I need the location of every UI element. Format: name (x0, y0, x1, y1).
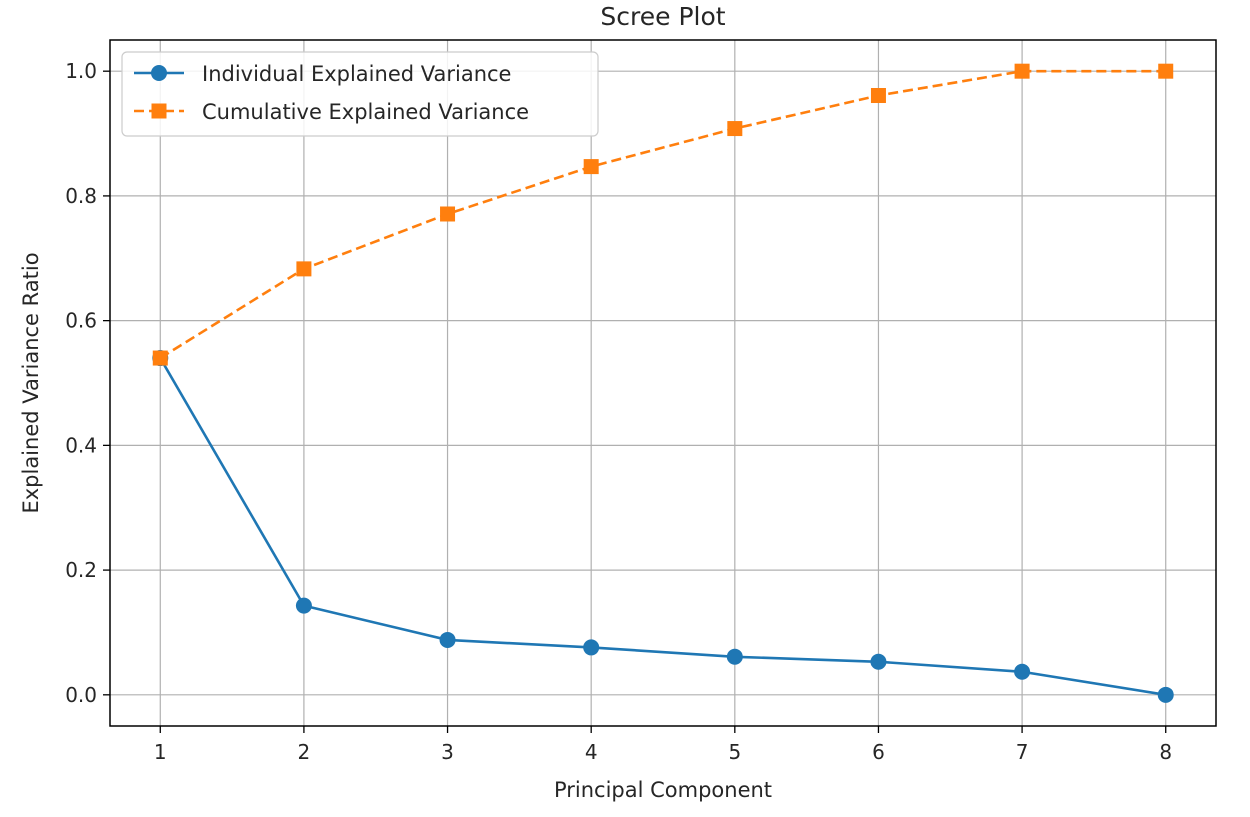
data-point (870, 653, 887, 670)
data-point (295, 597, 312, 614)
legend: Individual Explained Variance Cumulative … (121, 51, 599, 137)
data-point (583, 639, 600, 656)
data-point (870, 88, 886, 104)
grid-layer (110, 40, 1216, 726)
y-tick-label: 0.8 (65, 184, 97, 208)
x-tick-label: 8 (1159, 740, 1172, 764)
y-tick-label: 0.2 (65, 558, 97, 582)
series-2 (152, 63, 1174, 366)
legend-entries: Individual Explained Variance Cumulative … (134, 62, 529, 124)
legend-entry: Individual Explained Variance (134, 62, 511, 86)
chart-title: Scree Plot (600, 2, 725, 31)
data-point (583, 159, 599, 175)
x-tick-label: 5 (728, 740, 741, 764)
x-axis-title: Principal Component (554, 778, 772, 802)
plot-frame (109, 39, 1217, 727)
legend-marker (151, 103, 167, 119)
data-point (1014, 663, 1031, 680)
series-1 (152, 350, 1174, 703)
legend-marker (151, 65, 167, 81)
y-tick-label: 0.0 (65, 683, 97, 707)
legend-label: Individual Explained Variance (202, 62, 511, 86)
x-tick-label: 4 (585, 740, 598, 764)
data-point (727, 121, 743, 137)
y-axis-title: Explained Variance Ratio (19, 252, 43, 513)
data-point (1014, 63, 1030, 79)
x-tick-label: 1 (154, 740, 167, 764)
data-point (1158, 63, 1174, 79)
data-point (726, 648, 743, 665)
series-line (159, 69, 1166, 360)
series-layer (152, 63, 1174, 703)
y-tick-label: 1.0 (65, 59, 97, 83)
data-point (439, 631, 456, 648)
legend-entry: Cumulative Explained Variance (134, 100, 529, 124)
data-point (1157, 686, 1174, 703)
x-tick-label: 6 (872, 740, 885, 764)
legend-label: Cumulative Explained Variance (202, 100, 529, 124)
tick-layer: 1 2 3 4 5 6 7 8 0.0 0.2 0.4 0.6 0.8 1.0 (65, 59, 1172, 764)
data-point (152, 350, 168, 366)
series-line (159, 357, 1166, 697)
x-tick-label: 3 (441, 740, 454, 764)
data-point (440, 206, 456, 222)
y-tick-label: 0.4 (65, 433, 97, 457)
y-tick-label: 0.6 (65, 309, 97, 333)
data-point (296, 261, 312, 277)
x-tick-label: 7 (1016, 740, 1029, 764)
legend-box (121, 51, 599, 137)
x-tick-label: 2 (298, 740, 311, 764)
